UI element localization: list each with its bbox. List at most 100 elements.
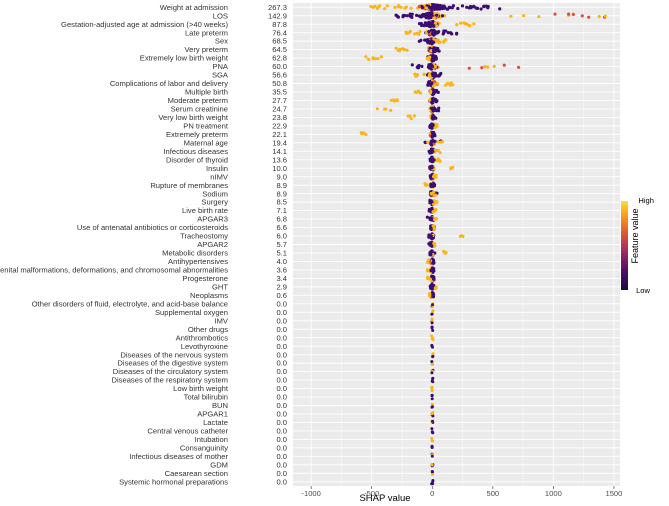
- shap-point-48: [431, 414, 435, 418]
- shap-point-1: [571, 12, 576, 16]
- mean-shap-value: 3.4: [276, 274, 287, 283]
- shap-point-8: [437, 74, 441, 78]
- feature-label: Levothyroxine: [181, 342, 228, 351]
- shap-point-46: [430, 394, 434, 398]
- shap-point-41: [431, 355, 435, 359]
- shap-point-37: [430, 321, 434, 325]
- shap-point-5: [434, 46, 438, 50]
- mean-shap-value: 2.9: [276, 282, 287, 291]
- mean-shap-value: 0.0: [276, 469, 287, 478]
- shap-point-1: [509, 14, 513, 18]
- shap-point-13: [412, 114, 416, 118]
- shap-point-16: [430, 143, 434, 147]
- shap-point-8: [432, 73, 436, 77]
- mean-shap-value: 0.0: [276, 367, 287, 376]
- mean-shap-value: 0.0: [276, 350, 287, 359]
- feature-label: Use of antenatal antibiotics or corticos…: [77, 223, 228, 232]
- shap-point-8: [428, 71, 432, 76]
- shap-point-30: [425, 260, 429, 264]
- shap-point-10: [432, 90, 436, 94]
- shap-point-0: [393, 5, 397, 9]
- shap-point-6: [367, 57, 371, 62]
- shap-point-29: [442, 249, 446, 254]
- shap-point-3: [418, 29, 422, 34]
- shap-point-9: [427, 80, 431, 84]
- mean-shap-value: 7.1: [276, 206, 287, 215]
- shap-point-1: [440, 14, 445, 18]
- mean-shap-value: 64.5: [272, 45, 287, 54]
- mean-shap-value: 4.0: [276, 257, 287, 266]
- shap-point-6: [364, 55, 368, 59]
- shap-point-2: [430, 23, 434, 27]
- shap-point-2: [431, 19, 435, 24]
- shap-point-15: [433, 134, 437, 138]
- shap-point-42: [430, 362, 434, 366]
- mean-shap-value: 0.0: [276, 401, 287, 410]
- shap-point-14: [435, 124, 439, 128]
- shap-point-53: [430, 454, 434, 458]
- x-tick-label: 0: [430, 489, 434, 498]
- shap-point-18: [430, 158, 434, 162]
- shap-point-44: [431, 376, 435, 380]
- shap-point-22: [429, 191, 433, 196]
- shap-point-7: [434, 64, 438, 68]
- x-axis-ticks: -1000 -500 0 500 1000 1500: [301, 486, 622, 498]
- shap-point-1: [401, 15, 405, 19]
- shap-point-4: [442, 39, 446, 43]
- feature-label: Low birth weight: [173, 384, 229, 393]
- shap-point-48: [430, 412, 434, 416]
- shap-point-27: [460, 234, 464, 238]
- shap-point-0: [383, 7, 387, 11]
- shap-point-1: [426, 15, 430, 19]
- feature-label: Extremely low birth weight: [140, 54, 229, 63]
- shap-point-0: [460, 4, 465, 8]
- shap-point-16: [436, 140, 440, 144]
- mean-shap-value: 22.1: [272, 130, 287, 139]
- feature-label: Diseases of the digestive system: [117, 359, 228, 368]
- shap-point-24: [433, 208, 437, 212]
- shap-point-5: [433, 49, 437, 53]
- mean-shap-value: 68.5: [272, 37, 287, 46]
- shap-point-0: [373, 4, 377, 8]
- mean-shap-value: 6.0: [276, 232, 287, 241]
- feature-label: Neoplasms: [190, 291, 228, 300]
- shap-point-16: [439, 140, 443, 144]
- shap-point-13: [408, 114, 412, 118]
- mean-shap-value: 23.8: [272, 113, 287, 122]
- shap-point-8: [413, 72, 417, 76]
- feature-label: Progesterone: [182, 274, 228, 283]
- feature-label: Moderate preterm: [168, 96, 228, 105]
- shap-point-50: [430, 427, 434, 431]
- mean-shap-value: 0.0: [276, 410, 287, 419]
- shap-point-3: [450, 32, 454, 36]
- x-tick-label: 1000: [545, 489, 562, 498]
- shap-point-23: [435, 200, 439, 204]
- shap-point-17: [438, 151, 442, 155]
- shap-point-1: [603, 14, 608, 18]
- feature-label: Infectious diseases of mother: [129, 452, 228, 461]
- feature-label: Systemic hormonal preparations: [119, 477, 228, 486]
- shap-point-9: [446, 81, 450, 85]
- x-tick-label: -1000: [301, 489, 320, 498]
- shap-point-12: [383, 107, 387, 111]
- shap-point-12: [431, 108, 435, 112]
- feature-label: Very low birth weight: [158, 113, 229, 122]
- mean-shap-value: 0.0: [276, 384, 287, 393]
- data-points: [359, 3, 608, 486]
- shap-point-5: [437, 49, 441, 53]
- shap-point-47: [431, 405, 434, 409]
- feature-label: Complications of labor and delivery: [110, 79, 228, 88]
- shap-point-21: [433, 183, 437, 187]
- shap-point-3: [413, 32, 417, 36]
- shap-point-1: [405, 14, 409, 18]
- mean-shap-value: 14.1: [272, 147, 287, 156]
- shap-point-3: [428, 32, 432, 36]
- shap-point-2: [459, 21, 463, 25]
- shap-point-0: [474, 6, 478, 10]
- shap-point-26: [432, 226, 436, 230]
- feature-label: Surgery: [201, 198, 228, 207]
- shap-point-18: [438, 159, 442, 163]
- shap-point-27: [427, 235, 431, 239]
- shap-point-2: [462, 21, 466, 25]
